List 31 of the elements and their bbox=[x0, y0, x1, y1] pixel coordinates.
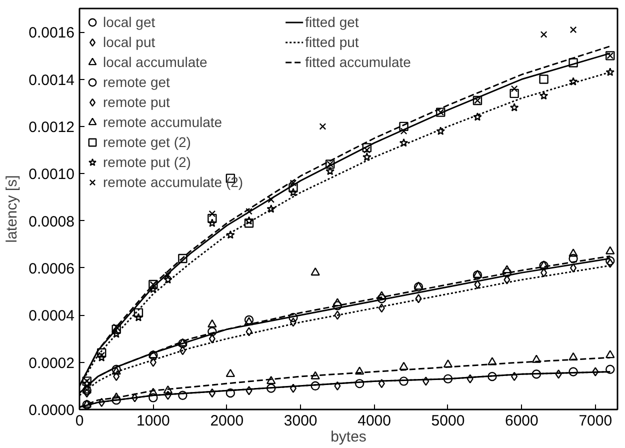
x-tick-label: 4000 bbox=[358, 412, 391, 430]
x-tick-label: 2000 bbox=[210, 412, 244, 430]
y-tick-label: 0.0010 bbox=[28, 166, 75, 184]
x-tick-label: 3000 bbox=[284, 412, 318, 430]
legend-label: remote accumulate bbox=[103, 114, 222, 130]
legend-label: remote put (2) bbox=[103, 154, 191, 170]
y-tick-label: 0.0012 bbox=[28, 118, 75, 136]
y-tick-label: 0.0014 bbox=[28, 72, 75, 89]
y-axis-title: latency [s] bbox=[4, 175, 21, 243]
legend-label: remote accumulate (2) bbox=[103, 174, 244, 190]
legend-label: fitted get bbox=[305, 14, 359, 30]
x-tick-label: 0 bbox=[75, 412, 84, 430]
legend-label: remote put bbox=[103, 94, 170, 110]
legend-label: remote get (2) bbox=[103, 134, 191, 150]
legend-label: local put bbox=[103, 34, 156, 50]
legend-label: remote get bbox=[103, 74, 170, 90]
y-tick-label: 0.0008 bbox=[28, 213, 75, 230]
legend-label: local get bbox=[103, 14, 156, 30]
x-tick-label: 7000 bbox=[578, 412, 612, 430]
legend-label: local accumulate bbox=[103, 54, 208, 70]
x-tick-label: 1000 bbox=[136, 412, 170, 430]
y-tick-label: 0.0002 bbox=[28, 354, 75, 372]
x-tick-label: 6000 bbox=[505, 412, 538, 430]
legend-label: fitted put bbox=[305, 34, 359, 50]
y-tick-label: 0.0006 bbox=[28, 260, 75, 278]
x-axis-title: bytes bbox=[330, 428, 366, 446]
x-tick-label: 5000 bbox=[431, 412, 465, 430]
y-tick-label: 0.0004 bbox=[28, 308, 75, 325]
legend-label: fitted accumulate bbox=[305, 54, 411, 70]
y-tick-label: 0.0000 bbox=[28, 402, 75, 419]
y-tick-label: 0.0016 bbox=[28, 24, 75, 42]
